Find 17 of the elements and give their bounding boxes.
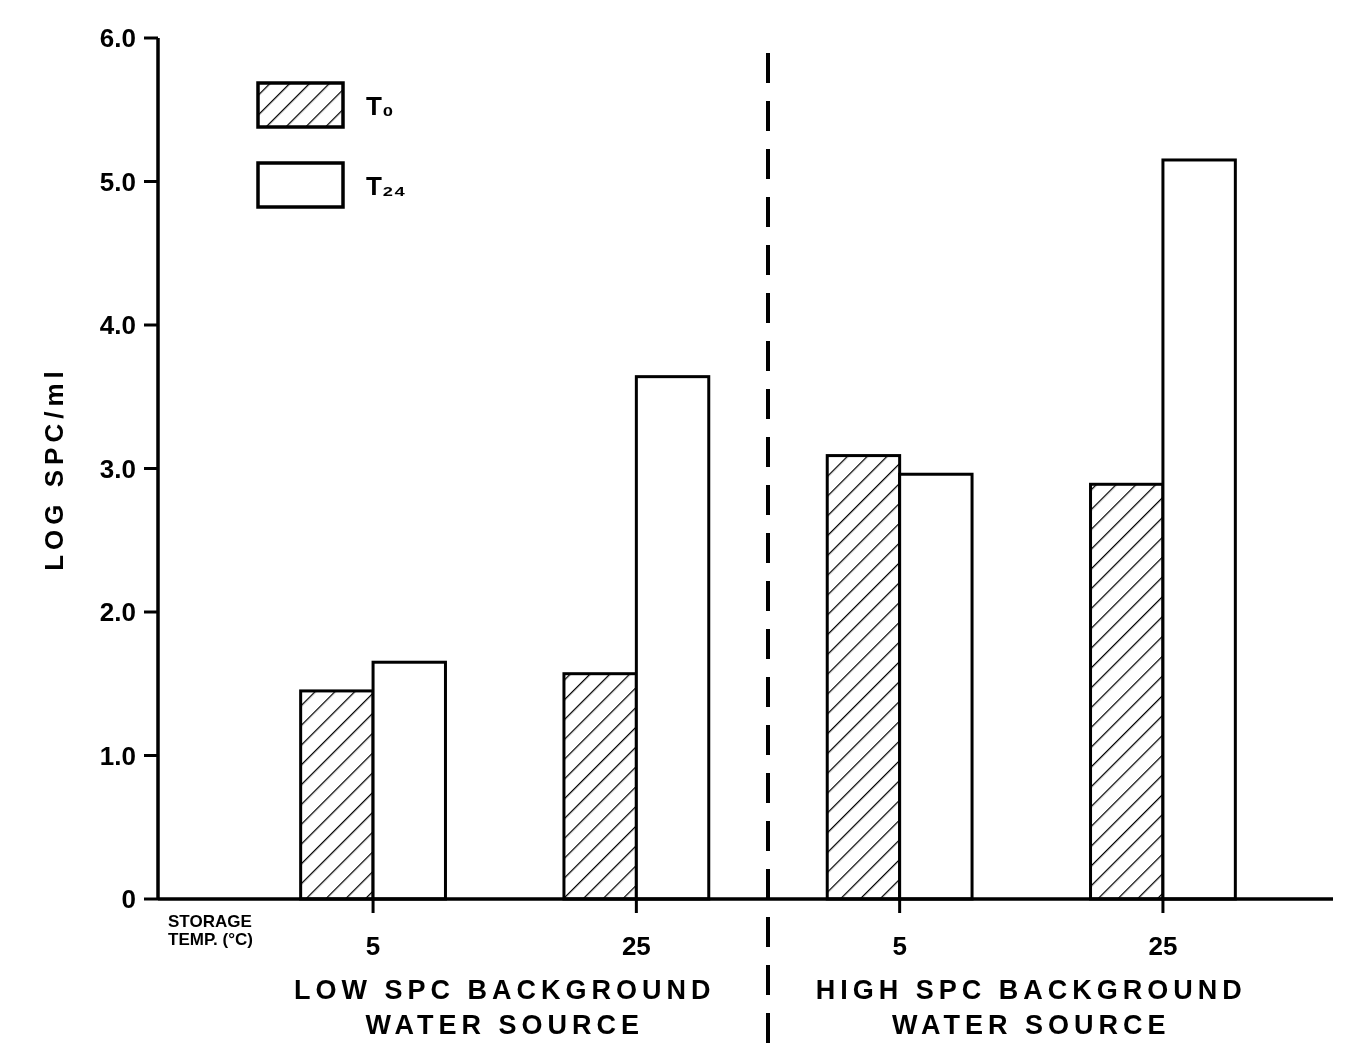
text: LOW SPC BACKGROUND WATER SOURCE	[293, 975, 716, 1041]
legend-label: T₂₄	[366, 171, 406, 201]
y-tick-label: 5.0	[99, 166, 136, 197]
y-tick-label: 0	[121, 884, 136, 915]
x-tick-label: 5	[892, 931, 907, 961]
y-tick-label: 4.0	[99, 310, 136, 341]
x-axis-title: STORAGE TEMP. (°C)	[168, 912, 253, 949]
x-tick-label: 25	[621, 931, 651, 961]
y-axis-title: LOG SPC/ml	[39, 366, 69, 571]
text: HIGH SPC BACKGROUND WATER SOURCE	[815, 975, 1247, 1041]
x-tick-label: 5	[365, 931, 381, 961]
x-tick-label: 25	[1148, 931, 1178, 961]
legend-label: T₀	[366, 91, 394, 121]
y-tick-label: 1.0	[99, 740, 136, 771]
y-tick-label: 2.0	[99, 597, 136, 628]
y-tick-label: 3.0	[99, 453, 136, 484]
y-tick-label: 6.0	[99, 23, 136, 54]
